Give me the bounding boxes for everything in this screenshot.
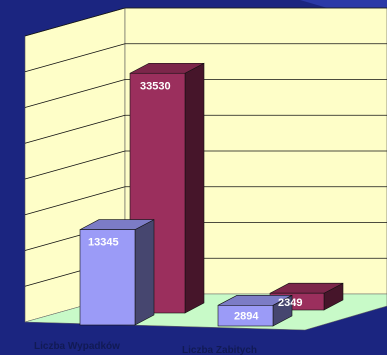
gridline-side (24, 186, 126, 216)
gridline-side (24, 79, 126, 108)
gridline-side (24, 7, 126, 37)
bar-liczba-zabitych-series-1 (217, 294, 293, 327)
bar-front-face (79, 229, 136, 326)
bar-front-face (217, 305, 274, 327)
x-tick-label-liczba-wypadkow: Liczba Wypadków (34, 341, 120, 352)
gridline-side (24, 43, 126, 73)
data-label: 2349 (278, 297, 302, 309)
data-labels: 33530 2349 13345 2894 (88, 80, 302, 322)
bar-liczba-wypadków-series-1 (79, 219, 155, 326)
data-label: 33530 (140, 80, 171, 92)
bars (79, 62, 344, 327)
bar-side-face (134, 219, 155, 326)
data-label: 2894 (234, 310, 259, 322)
x-tick-label-liczba-zabitych: Liczba Zabitych (182, 345, 257, 355)
gridline-side (24, 150, 126, 180)
bar-side-face (184, 62, 205, 314)
data-label: 13345 (88, 237, 119, 249)
gridline-side (24, 114, 126, 144)
